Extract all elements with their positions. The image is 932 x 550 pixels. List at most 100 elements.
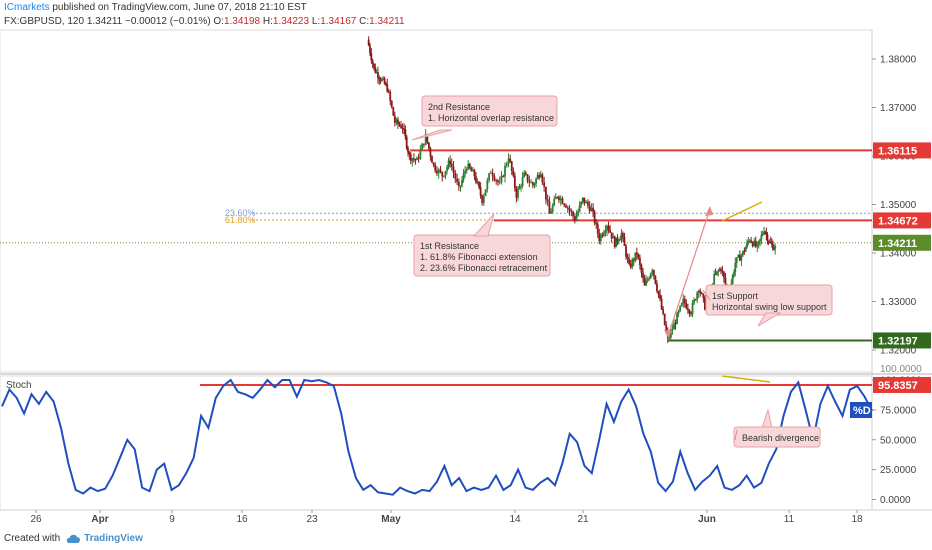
price-tick-label: 1.37000 [880, 103, 917, 114]
candle-body [723, 271, 725, 278]
candle-body [535, 178, 537, 184]
candle-body [676, 313, 678, 325]
candle-body [439, 169, 442, 172]
candle-body [489, 172, 492, 174]
second-resistance-note-box [421, 95, 558, 127]
publisher-name[interactable]: ICmarkets [4, 2, 50, 13]
candle-body [498, 182, 501, 184]
candle-body [526, 174, 529, 182]
candle-body [637, 254, 640, 258]
candle-body [768, 242, 771, 244]
candle-body [620, 233, 623, 239]
stoch-divergence-line[interactable] [721, 375, 771, 383]
time-tick-label: 18 [851, 514, 863, 525]
candle-body [395, 119, 398, 123]
candle-body [570, 210, 573, 212]
candle-body [478, 181, 480, 188]
candle-body [473, 169, 476, 177]
last-price: 1.34211 [86, 16, 123, 27]
candle-body [371, 60, 374, 64]
candle-body [623, 236, 626, 246]
candle-body [651, 270, 654, 274]
time-tick-label: 9 [169, 514, 175, 525]
time-tick-label: 23 [306, 514, 318, 525]
candle-body [484, 189, 487, 196]
candle-body [629, 263, 632, 268]
projection-arrow-line [667, 208, 711, 337]
stoch-line[interactable] [1, 378, 873, 496]
candle-body [573, 216, 576, 221]
time-tick-label: 14 [509, 514, 521, 525]
candle-body [401, 127, 404, 129]
candle-body [536, 175, 539, 179]
tradingview-logo[interactable]: TradingView [66, 533, 143, 544]
candle-body [761, 233, 764, 236]
candle-body [403, 128, 405, 130]
bearish-divergence-note[interactable] [733, 426, 821, 448]
candle-body [660, 298, 663, 310]
candle-body [577, 211, 579, 216]
candle-body [585, 201, 588, 204]
candle-body [769, 242, 772, 244]
candle-body [617, 240, 620, 242]
candle-body [717, 270, 720, 272]
candle-body [662, 309, 665, 314]
candle-body [367, 39, 370, 46]
candle-body [764, 231, 767, 233]
candle-body [495, 180, 498, 182]
price-pane[interactable] [0, 29, 873, 373]
stoch-indicator-name: Stoch [6, 380, 32, 391]
candle-body [457, 181, 460, 187]
candle-body [408, 152, 411, 155]
candle-body [437, 169, 440, 174]
candle-body [390, 100, 393, 108]
candle-body [476, 181, 479, 183]
candle-body [383, 78, 386, 84]
price-change: −0.00012 (−0.01%) [125, 16, 211, 27]
divergence-pointer-line [734, 429, 738, 441]
time-tick-label: 21 [577, 514, 589, 525]
candle-body [568, 208, 571, 211]
candle-body [553, 199, 556, 206]
candle-body [754, 240, 757, 247]
candle-body [613, 236, 616, 248]
price-label-resistance: 1.36115 [878, 145, 917, 157]
candle-body [626, 256, 629, 259]
candle-body [419, 149, 422, 159]
candle-body [742, 251, 744, 256]
candle-body [517, 189, 519, 198]
price-divergence-line[interactable] [721, 201, 763, 222]
candle-body [482, 195, 485, 203]
candle-body [434, 164, 437, 171]
publish-date: published on TradingView.com, June 07, 2… [49, 2, 307, 13]
candle-body [731, 275, 734, 284]
open-value: 1.34198 [223, 16, 261, 27]
second-resistance-note-text: 2nd Resistance [428, 102, 490, 112]
candle-body [583, 197, 586, 204]
candle-body [550, 211, 552, 214]
candle-body [385, 83, 387, 85]
candle-body [386, 84, 389, 92]
candle-body [417, 157, 420, 159]
candle-body [505, 163, 508, 166]
candle-body [513, 175, 516, 189]
candle-body [668, 337, 671, 339]
candle-body [738, 255, 741, 261]
candle-body [409, 154, 412, 161]
price-label-support-box [873, 332, 931, 349]
candle-body [572, 211, 574, 217]
candle-body [468, 163, 471, 169]
candle-body [446, 167, 448, 172]
candle-body [524, 172, 527, 175]
candle-body [538, 175, 541, 178]
fibonacci-level-label: 61.80% [225, 215, 256, 225]
candle-body [763, 231, 765, 234]
candle-body [598, 233, 601, 242]
open-label: O: [213, 16, 224, 27]
candle-body [546, 199, 549, 202]
candle-body [486, 180, 489, 190]
